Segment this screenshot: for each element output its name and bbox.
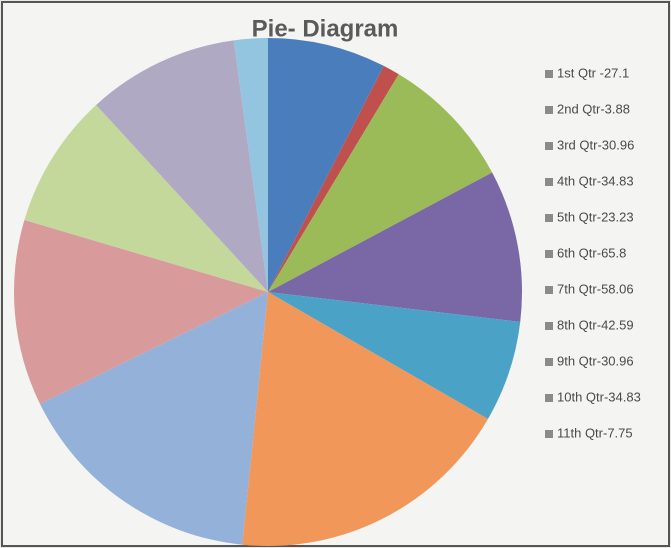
legend-marker (545, 70, 553, 78)
legend-label: 5th Qtr-23.23 (557, 209, 634, 224)
pie-slice (233, 38, 268, 292)
chart-title: Pie- Diagram (252, 15, 399, 42)
legend-marker (545, 178, 553, 186)
pie-slice (268, 74, 493, 293)
legend-marker (545, 430, 553, 438)
legend-marker (545, 214, 553, 222)
pie-slice (13, 220, 268, 404)
legend-label: 2nd Qtr-3.88 (557, 101, 630, 116)
pie-slice (268, 172, 522, 322)
pie-slice (268, 38, 384, 292)
legend-marker (545, 106, 553, 114)
legend-marker (545, 394, 553, 402)
legend-marker (545, 286, 553, 294)
legend-label: 6th Qtr-65.8 (557, 245, 626, 260)
legend-label: 10th Qtr-34.83 (557, 389, 641, 404)
legend-label: 3rd Qtr-30.96 (557, 137, 634, 152)
pie-slice (242, 292, 488, 546)
pie-slice (96, 40, 268, 292)
legend-label: 7th Qtr-58.06 (557, 281, 634, 296)
legend-label: 9th Qtr-30.96 (557, 353, 634, 368)
pie-slice (24, 104, 268, 292)
legend-label: 1st Qtr -27.1 (557, 65, 629, 80)
legend-marker (545, 322, 553, 330)
legend-marker (545, 142, 553, 150)
legend-marker (545, 358, 553, 366)
legend-marker (545, 250, 553, 258)
legend-label: 4th Qtr-34.83 (557, 173, 634, 188)
legend-label: 11th Qtr-7.75 (557, 425, 633, 440)
pie-slice (39, 292, 268, 545)
pie-slice (268, 65, 399, 292)
legend-label: 8th Qtr-42.59 (557, 317, 634, 332)
pie-slice (268, 292, 521, 420)
